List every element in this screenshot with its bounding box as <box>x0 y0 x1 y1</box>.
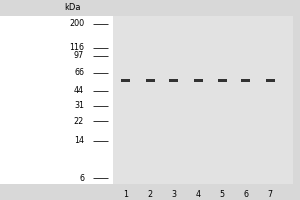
Text: 4: 4 <box>196 190 200 199</box>
Text: 6: 6 <box>244 190 248 199</box>
Text: 1: 1 <box>124 190 128 199</box>
Text: 5: 5 <box>219 190 225 199</box>
Text: 31: 31 <box>74 101 84 110</box>
Text: 3: 3 <box>172 190 176 199</box>
Text: 97: 97 <box>74 51 84 60</box>
Text: 22: 22 <box>74 117 84 126</box>
Text: 7: 7 <box>267 190 273 199</box>
Text: kDa: kDa <box>64 3 81 12</box>
Text: 2: 2 <box>147 190 153 199</box>
Text: 44: 44 <box>74 86 84 95</box>
Text: 66: 66 <box>74 68 84 77</box>
Bar <box>218 79 226 82</box>
Bar <box>242 79 250 82</box>
Bar <box>169 79 178 82</box>
Bar <box>266 79 274 82</box>
Bar <box>194 79 202 82</box>
Text: 116: 116 <box>69 43 84 52</box>
Bar <box>112 16 292 184</box>
Bar <box>0 16 112 184</box>
Text: 200: 200 <box>69 19 84 28</box>
Text: 14: 14 <box>74 136 84 145</box>
Bar <box>146 79 154 82</box>
Bar <box>122 79 130 82</box>
Text: 6: 6 <box>79 174 84 183</box>
